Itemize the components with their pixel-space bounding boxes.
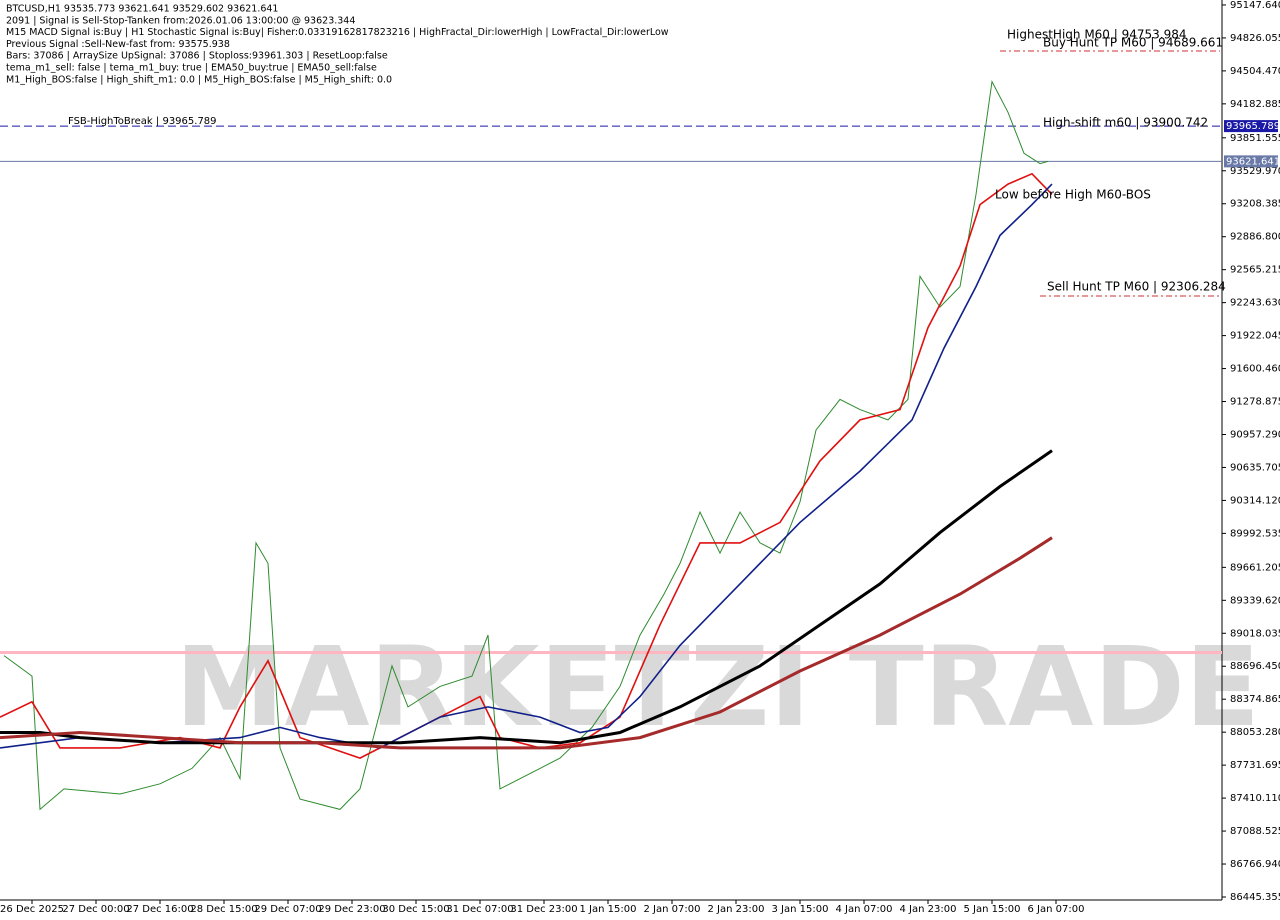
y-tick-label: 89661.205	[1230, 562, 1280, 573]
x-tick-label: 5 Jan 15:00	[964, 904, 1021, 915]
y-tick-label: 95147.640	[1230, 0, 1280, 11]
y-tick-label: 92565.215	[1230, 265, 1280, 276]
price-level-box	[1224, 155, 1278, 168]
x-tick-label: 31 Dec 23:00	[510, 904, 577, 915]
header-line: BTCUSD,H1 93535.773 93621.641 93529.602 …	[6, 4, 278, 15]
y-tick-label: 88053.280	[1230, 727, 1280, 738]
ann-low-before-high: Low before High M60-BOS	[995, 188, 1151, 202]
series-line	[0, 449, 1053, 745]
header-line: tema_m1_sell: false | tema_m1_buy: true …	[6, 63, 377, 74]
y-tick-label: 91600.460	[1230, 364, 1280, 375]
x-tick-label: 4 Jan 07:00	[836, 904, 893, 915]
x-tick-label: 27 Dec 16:00	[126, 904, 193, 915]
x-tick-label: 30 Dec 15:00	[382, 904, 449, 915]
y-tick-label: 91922.045	[1230, 331, 1280, 342]
y-tick-label: 90314.120	[1230, 495, 1280, 506]
price-level-label: 93621.641	[1226, 156, 1280, 167]
ann-sell-hunt: Sell Hunt TP M60 | 92306.284	[1047, 280, 1226, 294]
ann-high-shift: High-shift m60 | 93900.742	[1043, 116, 1208, 130]
x-tick-label: 29 Dec 23:00	[318, 904, 385, 915]
y-tick-label: 93529.970	[1230, 166, 1280, 177]
series-line	[0, 183, 1053, 749]
header-line: 2091 | Signal is Sell-Stop-Tanken from:2…	[6, 15, 355, 26]
y-tick-label: 91278.875	[1230, 397, 1280, 408]
y-tick-label: 87088.525	[1230, 826, 1280, 837]
y-tick-label: 92243.630	[1230, 298, 1280, 309]
y-tick-label: 87731.695	[1230, 760, 1280, 771]
x-tick-label: 29 Dec 07:00	[254, 904, 321, 915]
price-level-box	[1224, 120, 1278, 133]
ann-highest: HighestHigh M60 | 94753.984	[1007, 28, 1187, 42]
y-tick-label: 89992.535	[1230, 528, 1280, 539]
series-line	[0, 536, 1053, 750]
y-tick-label: 89018.035	[1230, 628, 1280, 639]
y-tick-label: 94826.055	[1230, 33, 1280, 44]
y-tick-label: 90957.290	[1230, 429, 1280, 440]
y-tick-label: 90635.705	[1230, 462, 1280, 473]
price-level-label: 93965.789	[1226, 121, 1280, 132]
y-tick-label: 86445.355	[1230, 892, 1280, 903]
y-tick-label: 88696.450	[1230, 661, 1280, 672]
y-tick-label: 87410.110	[1230, 793, 1280, 804]
x-tick-label: 27 Dec 00:00	[62, 904, 129, 915]
series-line	[0, 172, 1053, 759]
x-tick-label: 6 Jan 07:00	[1028, 904, 1085, 915]
x-tick-label: 2 Jan 23:00	[708, 904, 765, 915]
y-tick-label: 88374.865	[1230, 694, 1280, 705]
x-tick-label: 3 Jan 15:00	[772, 904, 829, 915]
x-tick-label: 2 Jan 07:00	[644, 904, 701, 915]
x-tick-label: 4 Jan 23:00	[900, 904, 957, 915]
header-line: M15 MACD Signal is:Buy | H1 Stochastic S…	[6, 27, 669, 38]
x-tick-label: 31 Dec 07:00	[446, 904, 513, 915]
y-tick-label: 94504.470	[1230, 66, 1280, 77]
y-tick-label: 94182.885	[1230, 99, 1280, 110]
x-tick-label: 26 Dec 2025	[0, 904, 64, 915]
y-tick-label: 93208.385	[1230, 199, 1280, 210]
ann-fsb: FSB-HighToBreak | 93965.789	[68, 116, 217, 127]
y-tick-label: 92886.800	[1230, 232, 1280, 243]
series-line	[3, 79, 1049, 811]
header-line: M1_High_BOS:false | High_shift_m1: 0.0 |…	[6, 74, 392, 85]
header-line: Bars: 37086 | ArraySize UpSignal: 37086 …	[6, 51, 388, 62]
y-tick-label: 89339.620	[1230, 595, 1280, 606]
x-tick-label: 28 Dec 15:00	[190, 904, 257, 915]
y-tick-label: 93851.555	[1230, 133, 1280, 144]
ann-buy-hunt: Buy Hunt TP M60 | 94689.661	[1043, 36, 1223, 50]
y-tick-label: 86766.940	[1230, 859, 1280, 870]
x-tick-label: 1 Jan 15:00	[580, 904, 637, 915]
header-line: Previous Signal :Sell-New-fast from: 935…	[6, 39, 230, 50]
header: BTCUSD,H1 93535.773 93621.641 93529.602 …	[6, 4, 669, 86]
